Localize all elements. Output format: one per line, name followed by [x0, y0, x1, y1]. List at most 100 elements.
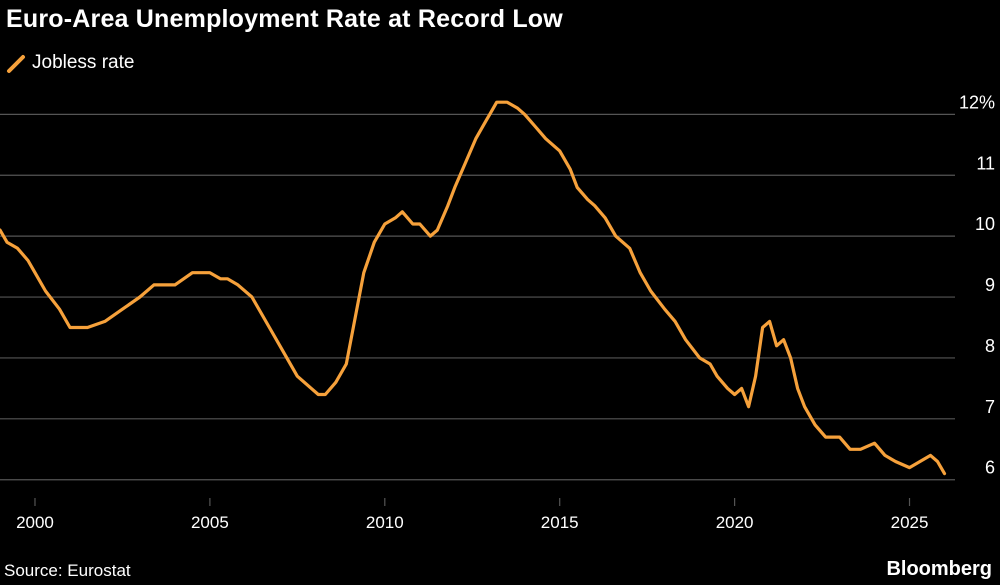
y-tick-label-7: 7: [985, 397, 995, 417]
data-point: [740, 387, 743, 390]
legend-label-jobless-rate: Jobless rate: [32, 52, 135, 73]
chart-title: Euro-Area Unemployment Rate at Record Lo…: [6, 5, 563, 33]
data-point: [174, 284, 176, 286]
data-point: [761, 326, 764, 329]
data-point: [824, 436, 827, 438]
data-point: [894, 460, 897, 463]
data-point: [544, 137, 547, 140]
data-point: [604, 217, 606, 219]
data-point: [747, 405, 750, 408]
data-point: [639, 271, 641, 274]
data-point: [576, 186, 578, 189]
data-point: [352, 326, 355, 329]
data-point: [936, 460, 939, 463]
data-point: [782, 338, 785, 341]
data-point: [412, 223, 414, 225]
data-point: [454, 186, 456, 189]
data-point: [429, 235, 432, 237]
data-point: [663, 308, 666, 311]
data-point: [849, 448, 851, 451]
data-point: [495, 101, 498, 103]
data-point: [523, 113, 526, 116]
data-point: [237, 284, 239, 286]
data-point: [104, 320, 106, 323]
y-tick-label-6: 6: [985, 458, 995, 478]
data-point: [674, 320, 676, 323]
brand-logo: Bloomberg: [886, 558, 992, 580]
data-point: [163, 284, 166, 286]
data-point: [516, 107, 519, 110]
data-point: [121, 308, 124, 311]
data-point: [803, 405, 806, 408]
series-layer: [0, 100, 947, 476]
data-point: [384, 223, 386, 225]
data-point: [464, 162, 467, 164]
data-point: [335, 381, 337, 384]
data-point: [628, 247, 631, 250]
data-point: [775, 345, 778, 347]
legend-line-icon: [7, 55, 25, 73]
y-tick-label-12: 12%: [959, 92, 995, 112]
data-point: [796, 387, 799, 390]
data-point: [419, 223, 421, 225]
data-point: [768, 320, 771, 323]
data-point: [475, 137, 477, 140]
x-axis-tick-labels: 2000 2005 2010 2015 2020 2025: [16, 498, 928, 532]
data-point: [789, 357, 792, 359]
data-point: [69, 326, 71, 329]
source-note: Source: Eurostat: [4, 561, 131, 580]
data-point: [485, 119, 488, 122]
data-point: [698, 357, 701, 359]
data-point: [649, 290, 652, 292]
data-point: [296, 375, 299, 378]
data-point: [908, 466, 911, 469]
x-tick-label-2005: 2005: [191, 513, 229, 532]
data-point: [814, 424, 816, 426]
x-tick-label-2000: 2000: [16, 513, 54, 532]
legend: Jobless rate: [6, 50, 134, 76]
data-point: [139, 296, 141, 298]
data-point: [279, 345, 281, 347]
data-point: [709, 363, 711, 365]
data-point: [79, 326, 82, 329]
data-point: [919, 460, 921, 463]
data-point: [873, 442, 876, 445]
data-point: [859, 448, 862, 451]
data-point: [34, 271, 36, 274]
y-tick-label-11: 11: [976, 153, 995, 173]
data-point: [317, 393, 320, 396]
data-point: [58, 308, 61, 311]
data-point: [251, 296, 253, 298]
y-axis-tick-labels: 6 7 8 9 10 11 12%: [959, 92, 995, 477]
data-point: [929, 454, 932, 457]
data-point: [488, 113, 491, 116]
data-point: [226, 278, 229, 280]
gridlines: [0, 113, 955, 481]
data-point: [16, 247, 19, 250]
x-tick-label-2020: 2020: [716, 513, 754, 532]
data-point: [593, 204, 596, 207]
data-point: [209, 271, 211, 274]
data-point: [569, 168, 571, 170]
data-point: [219, 278, 222, 280]
data-point: [373, 241, 376, 243]
data-point: [310, 387, 313, 390]
data-point: [586, 198, 589, 201]
series-line-jobless-rate: [0, 100, 947, 476]
y-tick-label-10: 10: [975, 214, 995, 234]
data-point: [506, 101, 509, 103]
x-tick-label-2025: 2025: [891, 513, 929, 532]
x-tick-label-2015: 2015: [541, 513, 579, 532]
x-tick-label-2010: 2010: [366, 513, 404, 532]
data-point: [27, 259, 29, 262]
data-point: [754, 375, 757, 378]
y-tick-label-8: 8: [985, 336, 995, 356]
data-point: [363, 271, 365, 274]
data-point: [716, 375, 718, 378]
data-point: [394, 217, 397, 219]
data-point: [86, 326, 89, 329]
data-point: [447, 204, 449, 207]
data-point: [558, 150, 561, 152]
data-point: [436, 229, 439, 231]
data-point: [943, 472, 946, 475]
